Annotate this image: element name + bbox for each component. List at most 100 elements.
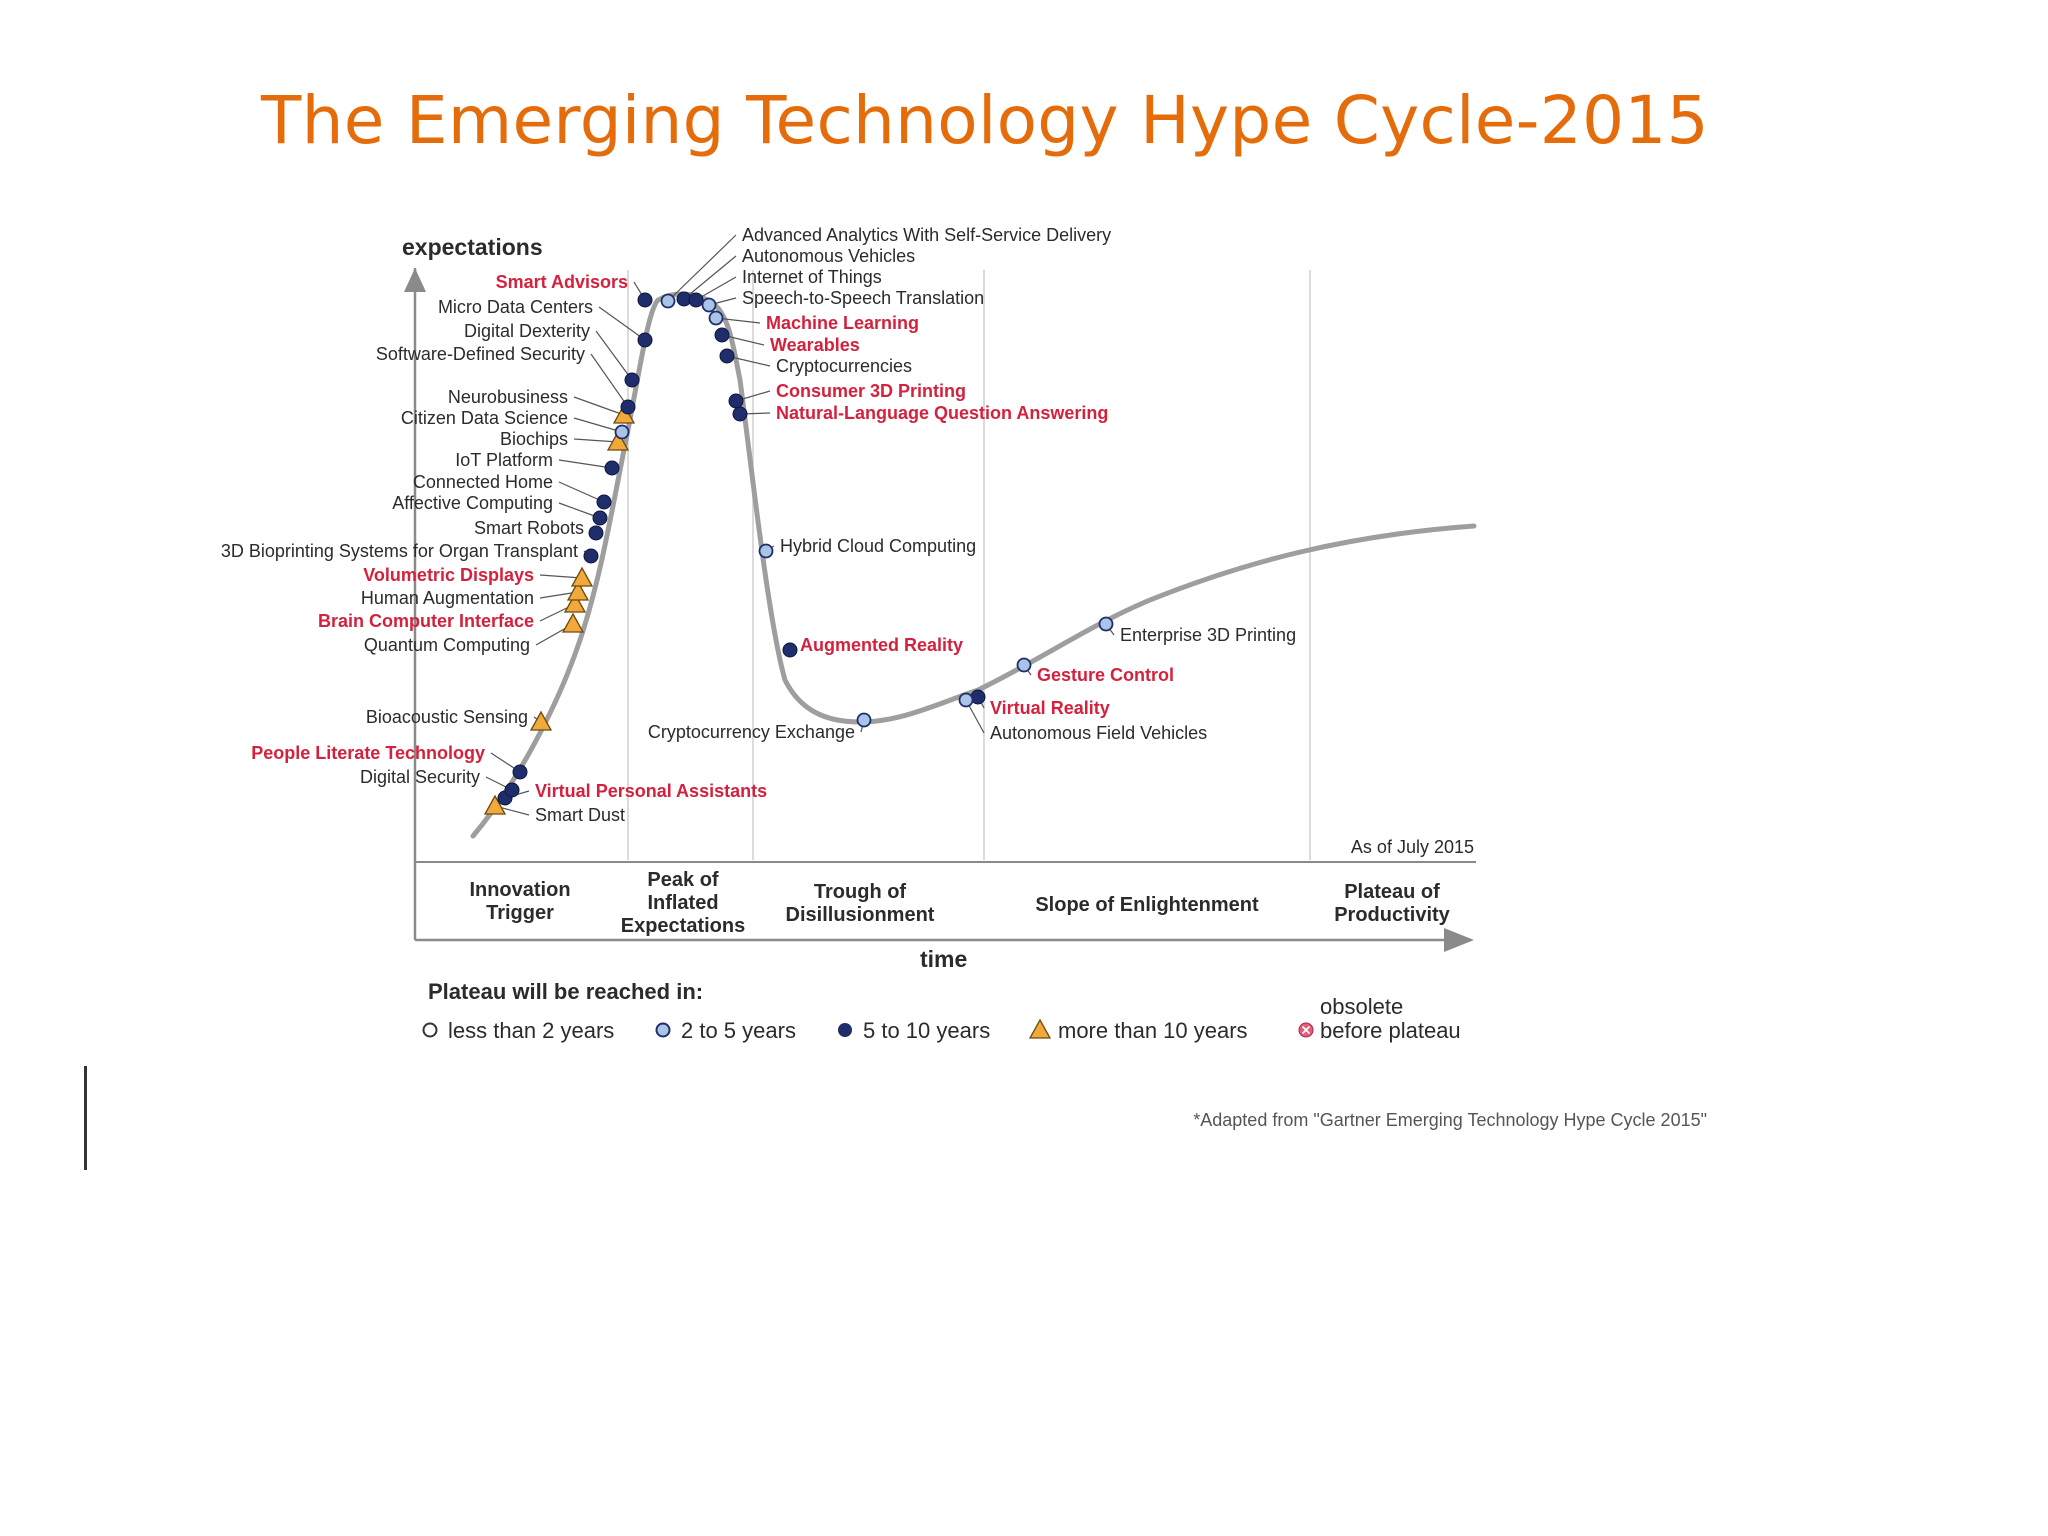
iot-platform-marker bbox=[604, 460, 620, 476]
leader-line bbox=[590, 353, 629, 408]
enterprise-3d-printing-marker bbox=[1098, 616, 1114, 632]
hybrid-cloud-computing-label: Hybrid Cloud Computing bbox=[780, 536, 976, 556]
natural-language-question-answering-marker bbox=[732, 406, 748, 422]
leader-line bbox=[573, 417, 623, 433]
legend-more-than-10-years-icon bbox=[1028, 1018, 1052, 1039]
legend-2-to-5-years-icon bbox=[655, 1022, 671, 1038]
cryptocurrencies-label: Cryptocurrencies bbox=[776, 356, 912, 376]
hype-curve bbox=[470, 291, 1477, 839]
software-defined-security-marker bbox=[620, 399, 636, 415]
x-axis-title: time bbox=[920, 946, 967, 972]
advanced-analytics-with-self-service-delivery-marker bbox=[660, 293, 676, 309]
y-axis-arrow-icon bbox=[404, 268, 426, 292]
consumer-3d-printing-label: Consumer 3D Printing bbox=[776, 381, 966, 401]
leader-line bbox=[667, 234, 737, 302]
consumer-3d-printing-marker bbox=[728, 393, 744, 409]
natural-language-question-answering-label: Natural-Language Question Answering bbox=[776, 403, 1108, 423]
internet-of-things-label: Internet of Things bbox=[742, 267, 882, 287]
quantum-computing-label: Quantum Computing bbox=[364, 635, 530, 655]
legend-label: more than 10 years bbox=[1058, 1018, 1248, 1043]
brain-computer-interface-label: Brain Computer Interface bbox=[318, 611, 534, 631]
y-axis-title: expectations bbox=[402, 234, 543, 260]
machine-learning-marker bbox=[708, 310, 724, 326]
leader-line bbox=[558, 481, 605, 503]
digital-security-marker bbox=[504, 782, 520, 798]
enterprise-3d-printing-label: Enterprise 3D Printing bbox=[1120, 625, 1296, 645]
virtual-personal-assistants-label: Virtual Personal Assistants bbox=[535, 781, 767, 801]
slide-edge-bar bbox=[84, 1066, 87, 1170]
brain-computer-interface-marker bbox=[563, 592, 587, 613]
people-literate-technology-label: People Literate Technology bbox=[251, 743, 485, 763]
affective-computing-label: Affective Computing bbox=[392, 493, 553, 513]
advanced-analytics-with-self-service-delivery-label: Advanced Analytics With Self-Service Del… bbox=[742, 225, 1111, 245]
digital-security-label: Digital Security bbox=[360, 767, 480, 787]
digital-dexterity-label: Digital Dexterity bbox=[464, 321, 590, 341]
slide-title: The Emerging Technology Hype Cycle-2015 bbox=[261, 82, 1709, 159]
smart-robots-marker bbox=[588, 525, 604, 541]
gesture-control-label: Gesture Control bbox=[1037, 665, 1174, 685]
affective-computing-marker bbox=[592, 510, 608, 526]
volumetric-displays-label: Volumetric Displays bbox=[363, 565, 534, 585]
leader-line bbox=[595, 330, 633, 381]
biochips-label: Biochips bbox=[500, 429, 568, 449]
smart-dust-label: Smart Dust bbox=[535, 805, 625, 825]
augmented-reality-label: Augmented Reality bbox=[800, 635, 963, 655]
legend-obsolete-cross bbox=[1301, 1025, 1311, 1035]
phase-label: Innovation Trigger bbox=[469, 879, 570, 924]
wearables-marker bbox=[714, 327, 730, 343]
micro-data-centers-marker bbox=[637, 332, 653, 348]
people-literate-technology-marker bbox=[512, 764, 528, 780]
leader-line bbox=[683, 255, 737, 300]
hybrid-cloud-computing-marker bbox=[758, 543, 774, 559]
speech-to-speech-translation-label: Speech-to-Speech Translation bbox=[742, 288, 984, 308]
source-note: *Adapted from "Gartner Emerging Technolo… bbox=[1193, 1110, 1707, 1130]
internet-of-things-marker bbox=[688, 292, 704, 308]
cryptocurrencies-marker bbox=[719, 348, 735, 364]
human-augmentation-marker bbox=[566, 580, 590, 601]
leader-line bbox=[558, 459, 613, 469]
x-axis-arrow-icon bbox=[1444, 928, 1474, 952]
smart-robots-label: Smart Robots bbox=[474, 518, 584, 538]
speech-to-speech-translation-marker bbox=[701, 297, 717, 313]
autonomous-vehicles-label: Autonomous Vehicles bbox=[742, 246, 915, 266]
legend-label: less than 2 years bbox=[448, 1018, 614, 1043]
volumetric-displays-marker bbox=[570, 566, 594, 587]
legend-less-than-2-years-icon bbox=[422, 1022, 438, 1038]
bioacoustic-sensing-marker bbox=[529, 710, 553, 731]
smart-advisors-marker bbox=[637, 292, 653, 308]
gesture-control-marker bbox=[1016, 657, 1032, 673]
leader-line bbox=[539, 574, 583, 579]
cryptocurrency-exchange-label: Cryptocurrency Exchange bbox=[648, 722, 855, 742]
augmented-reality-marker bbox=[782, 642, 798, 658]
machine-learning-label: Machine Learning bbox=[766, 313, 919, 333]
legend-title: Plateau will be reached in: bbox=[428, 979, 703, 1004]
bioacoustic-sensing-label: Bioacoustic Sensing bbox=[366, 707, 528, 727]
legend-label: obsolete before plateau bbox=[1320, 994, 1461, 1043]
3d-bioprinting-systems-for-organ-transplant-label: 3D Bioprinting Systems for Organ Transpl… bbox=[221, 541, 578, 561]
legend-5-to-10-years-icon bbox=[838, 1023, 852, 1037]
neurobusiness-label: Neurobusiness bbox=[448, 387, 568, 407]
virtual-reality-label: Virtual Reality bbox=[990, 698, 1110, 718]
wearables-label: Wearables bbox=[770, 335, 860, 355]
phase-label: Trough of Disillusionment bbox=[786, 881, 935, 926]
legend-label: 2 to 5 years bbox=[681, 1018, 796, 1043]
smart-dust-marker bbox=[483, 794, 507, 815]
digital-dexterity-marker bbox=[624, 372, 640, 388]
leader-line bbox=[573, 396, 625, 416]
connected-home-marker bbox=[596, 494, 612, 510]
smart-advisors-label: Smart Advisors bbox=[496, 272, 628, 292]
legend-label: 5 to 10 years bbox=[863, 1018, 990, 1043]
connected-home-label: Connected Home bbox=[413, 472, 553, 492]
iot-platform-label: IoT Platform bbox=[455, 450, 553, 470]
3d-bioprinting-systems-for-organ-transplant-marker bbox=[583, 548, 599, 564]
leader-line bbox=[598, 306, 646, 341]
phase-label: Peak of Inflated Expectations bbox=[621, 869, 745, 937]
micro-data-centers-label: Micro Data Centers bbox=[438, 297, 593, 317]
biochips-marker bbox=[606, 430, 630, 451]
software-defined-security-label: Software-Defined Security bbox=[376, 344, 585, 364]
leader-line bbox=[573, 438, 619, 443]
citizen-data-science-marker bbox=[614, 424, 630, 440]
human-augmentation-label: Human Augmentation bbox=[361, 588, 534, 608]
autonomous-field-vehicles-marker bbox=[958, 692, 974, 708]
